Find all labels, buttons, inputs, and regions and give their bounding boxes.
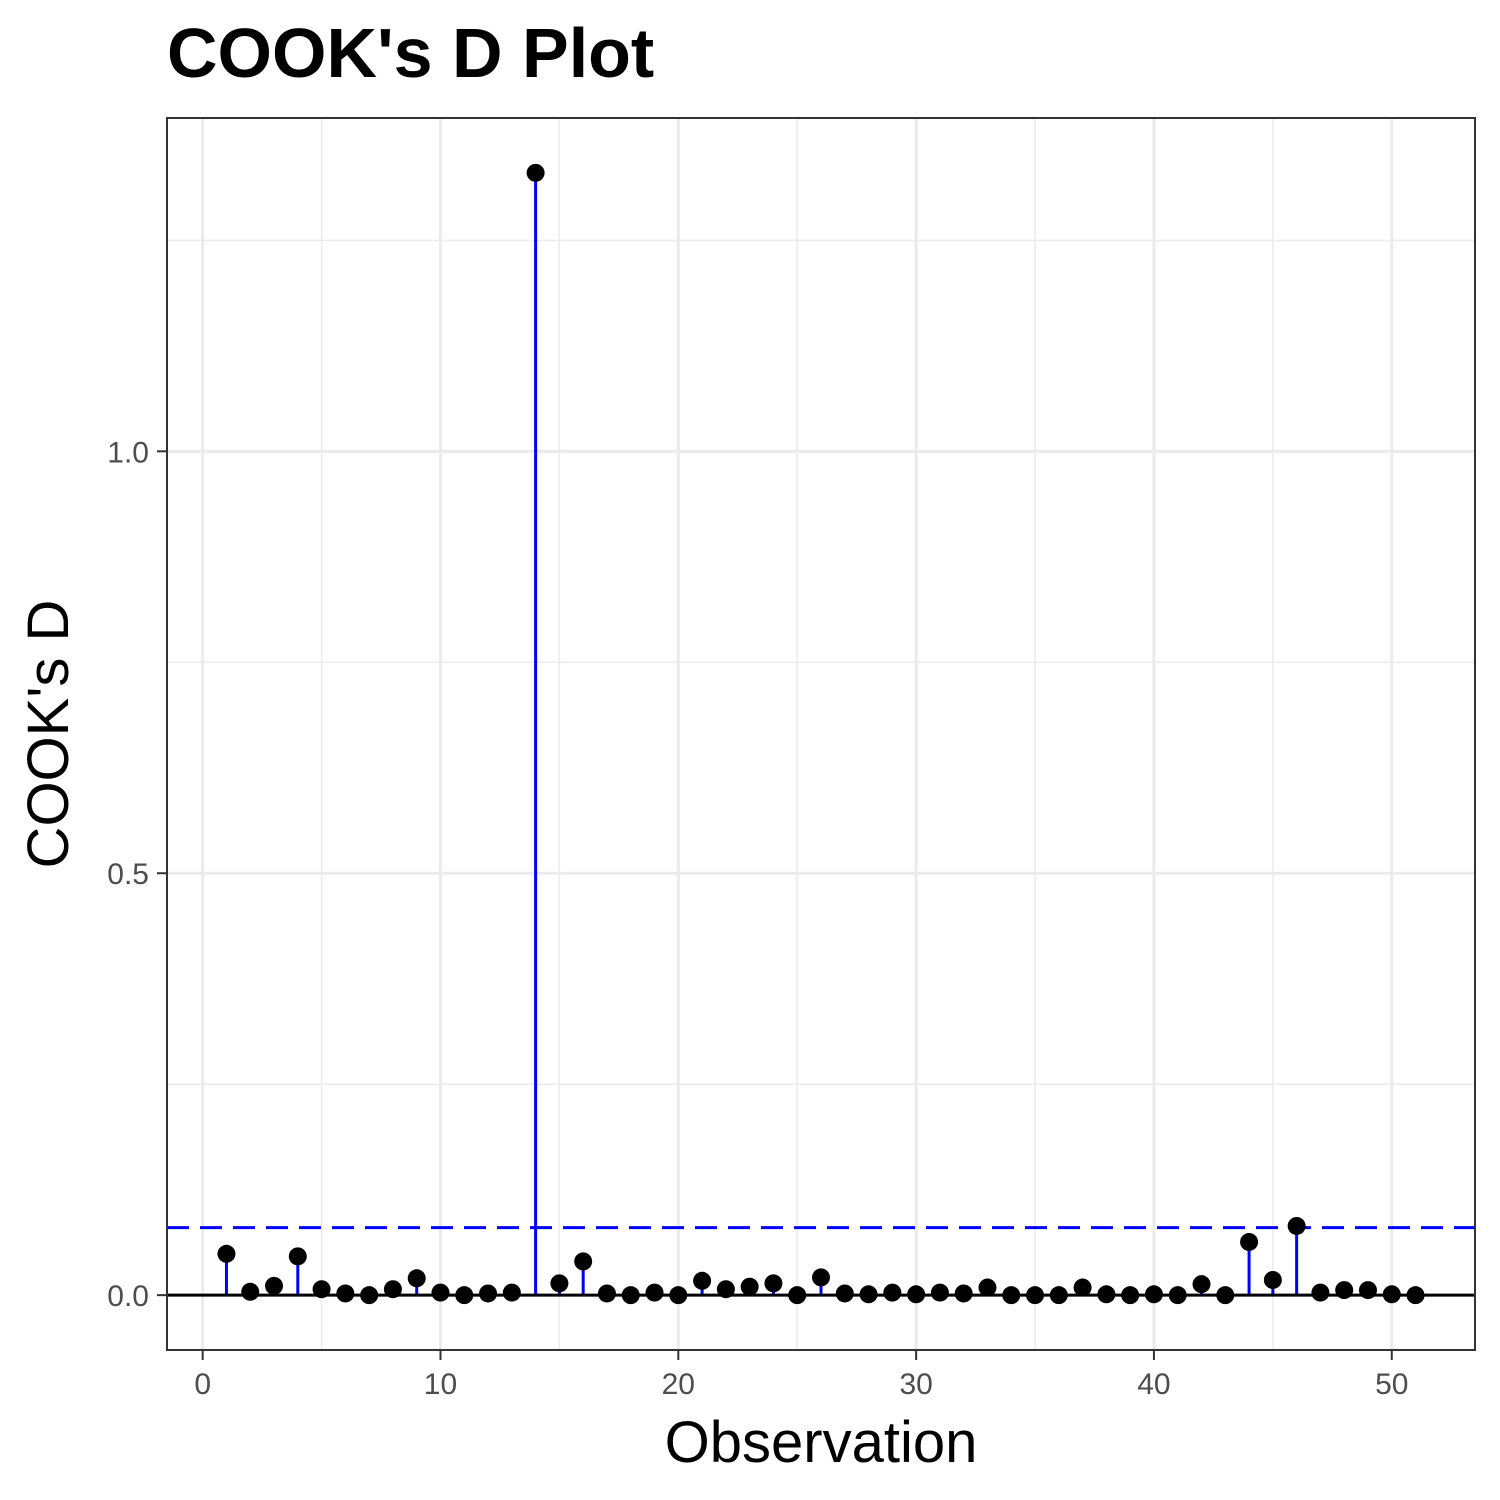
- data-point: [954, 1284, 973, 1303]
- data-point: [1049, 1286, 1068, 1305]
- data-point: [740, 1277, 759, 1296]
- y-tick-label: 0.0: [107, 1280, 149, 1313]
- data-point: [360, 1286, 379, 1305]
- data-points: [217, 163, 1425, 1305]
- data-point: [1406, 1286, 1425, 1305]
- data-point: [502, 1283, 521, 1302]
- data-point: [407, 1269, 426, 1288]
- data-point: [669, 1286, 688, 1305]
- y-tick-label: 0.5: [107, 858, 149, 891]
- data-point: [1121, 1286, 1140, 1305]
- data-point: [1216, 1286, 1235, 1305]
- data-point: [1073, 1278, 1092, 1297]
- data-point: [1192, 1275, 1211, 1294]
- data-point: [1097, 1285, 1116, 1304]
- x-tick-label: 30: [899, 1368, 932, 1401]
- data-point: [907, 1285, 926, 1304]
- data-point: [1263, 1270, 1282, 1289]
- data-point: [479, 1284, 498, 1303]
- data-point: [716, 1280, 735, 1299]
- data-point: [265, 1276, 284, 1295]
- data-point: [764, 1274, 783, 1293]
- x-tick-label: 40: [1137, 1368, 1170, 1401]
- data-point: [1311, 1283, 1330, 1302]
- plot-panel: [167, 118, 1475, 1350]
- data-point: [217, 1244, 236, 1263]
- data-point: [812, 1268, 830, 1287]
- data-point: [1144, 1285, 1163, 1304]
- y-axis-title: COOK's D: [16, 600, 81, 869]
- data-point: [1026, 1286, 1045, 1305]
- data-point: [693, 1271, 712, 1290]
- data-point: [574, 1252, 593, 1271]
- data-point: [526, 163, 545, 182]
- x-axis-title: Observation: [665, 1410, 978, 1475]
- y-axis: 0.0 0.5 1.0: [107, 436, 167, 1313]
- data-point: [597, 1284, 616, 1303]
- data-point: [336, 1284, 355, 1303]
- y-tick-label: 1.0: [107, 436, 149, 469]
- data-point: [859, 1285, 878, 1304]
- data-point: [431, 1283, 450, 1302]
- x-tick-label: 0: [194, 1368, 211, 1401]
- x-axis: 0 10 20 30 40 50: [194, 1350, 1408, 1401]
- data-point: [1287, 1216, 1306, 1235]
- data-point: [835, 1284, 854, 1303]
- data-point: [550, 1274, 569, 1293]
- data-point: [312, 1280, 331, 1299]
- data-point: [1358, 1281, 1377, 1300]
- data-point: [645, 1283, 664, 1302]
- data-point: [1382, 1285, 1401, 1304]
- data-point: [788, 1286, 807, 1305]
- data-point: [455, 1286, 474, 1305]
- data-point: [621, 1286, 640, 1305]
- data-point: [978, 1278, 997, 1297]
- major-gridlines: [167, 118, 1475, 1350]
- data-point: [1240, 1232, 1259, 1251]
- chart-title: COOK's D Plot: [167, 14, 654, 92]
- minor-gridlines: [167, 118, 1475, 1350]
- data-point: [1002, 1286, 1021, 1305]
- x-tick-label: 10: [424, 1368, 457, 1401]
- data-point: [1168, 1286, 1187, 1305]
- x-tick-label: 50: [1375, 1368, 1408, 1401]
- data-point: [883, 1283, 902, 1302]
- x-tick-label: 20: [662, 1368, 695, 1401]
- data-point: [1335, 1281, 1354, 1300]
- panel-border: [166, 117, 1476, 1351]
- data-point: [930, 1283, 949, 1302]
- data-point: [383, 1280, 402, 1299]
- data-point: [241, 1282, 260, 1301]
- data-point: [288, 1247, 307, 1266]
